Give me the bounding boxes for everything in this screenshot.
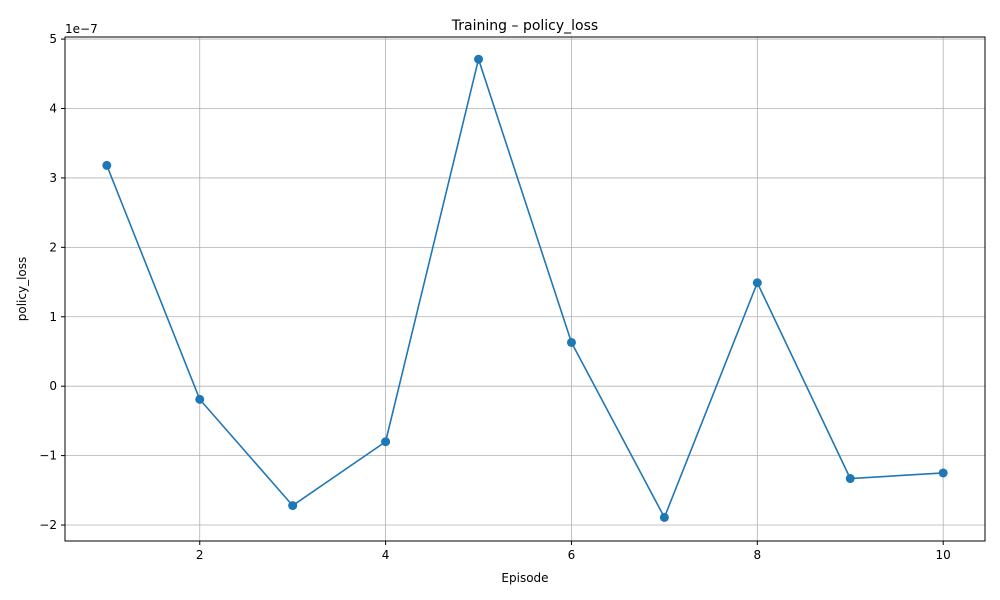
data-point	[845, 474, 855, 484]
y-tick-label: 5	[49, 32, 57, 46]
x-tick-label: 4	[382, 548, 390, 562]
data-point	[474, 54, 484, 64]
chart-title: Training – policy_loss	[451, 18, 598, 34]
y-axis-label: policy_loss	[15, 257, 29, 322]
y-tick-label: 0	[49, 379, 57, 393]
y-offset-label: 1e−7	[65, 22, 98, 36]
series-layer	[102, 54, 948, 522]
grid-layer	[65, 37, 985, 541]
data-point	[195, 394, 205, 404]
data-point	[381, 437, 391, 447]
plot-frame	[64, 36, 986, 542]
y-tick-label: −1	[39, 449, 57, 463]
y-tick-label: 2	[49, 240, 57, 254]
data-point	[752, 278, 762, 288]
x-tick-label: 6	[568, 548, 576, 562]
tick-layer: 2 4 6 8 10 −2 −1 0 1 2 3 4 5	[39, 32, 951, 562]
data-point	[566, 337, 576, 347]
x-tick-label: 2	[196, 548, 204, 562]
y-tick-label: 3	[49, 171, 57, 185]
x-axis-label: Episode	[501, 571, 548, 585]
data-point	[102, 160, 112, 170]
data-point	[288, 501, 298, 511]
series-line	[106, 56, 944, 520]
data-point	[938, 468, 948, 478]
y-tick-label: 1	[49, 310, 57, 324]
data-point	[659, 512, 669, 522]
x-tick-label: 10	[936, 548, 951, 562]
x-tick-label: 8	[754, 548, 762, 562]
y-tick-label: 4	[49, 102, 57, 116]
y-tick-label: −2	[39, 518, 57, 532]
